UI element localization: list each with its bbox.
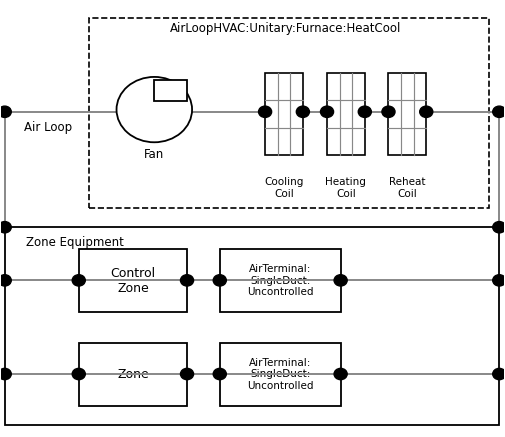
Circle shape bbox=[296, 106, 310, 118]
Text: Fan: Fan bbox=[144, 148, 165, 160]
Text: Zone: Zone bbox=[117, 368, 149, 381]
Circle shape bbox=[213, 368, 226, 380]
Circle shape bbox=[493, 222, 505, 233]
Circle shape bbox=[259, 106, 272, 118]
FancyBboxPatch shape bbox=[79, 343, 187, 406]
Circle shape bbox=[0, 222, 11, 233]
Circle shape bbox=[213, 275, 226, 286]
Circle shape bbox=[180, 275, 193, 286]
Circle shape bbox=[0, 368, 11, 380]
Circle shape bbox=[493, 368, 505, 380]
Circle shape bbox=[321, 106, 334, 118]
Text: AirTerminal:
SingleDuct:
Uncontrolled: AirTerminal: SingleDuct: Uncontrolled bbox=[247, 264, 314, 297]
Text: Zone Equipment: Zone Equipment bbox=[26, 236, 124, 249]
Circle shape bbox=[334, 275, 347, 286]
FancyBboxPatch shape bbox=[89, 18, 489, 208]
FancyBboxPatch shape bbox=[265, 73, 303, 155]
Text: AirLoopHVAC:Unitary:Furnace:HeatCool: AirLoopHVAC:Unitary:Furnace:HeatCool bbox=[170, 21, 401, 35]
Circle shape bbox=[334, 368, 347, 380]
Circle shape bbox=[493, 106, 505, 118]
Text: Control
Zone: Control Zone bbox=[110, 267, 156, 295]
Circle shape bbox=[382, 106, 395, 118]
Circle shape bbox=[0, 275, 11, 286]
Circle shape bbox=[493, 275, 505, 286]
Text: Air Loop: Air Loop bbox=[24, 121, 73, 134]
Circle shape bbox=[0, 106, 11, 118]
FancyBboxPatch shape bbox=[79, 249, 187, 312]
Circle shape bbox=[358, 106, 371, 118]
Text: Reheat
Coil: Reheat Coil bbox=[389, 177, 426, 199]
Text: AirTerminal:
SingleDuct:
Uncontrolled: AirTerminal: SingleDuct: Uncontrolled bbox=[247, 357, 314, 391]
Text: Cooling
Coil: Cooling Coil bbox=[264, 177, 304, 199]
FancyBboxPatch shape bbox=[220, 249, 341, 312]
Circle shape bbox=[72, 275, 85, 286]
FancyBboxPatch shape bbox=[327, 73, 365, 155]
FancyBboxPatch shape bbox=[5, 227, 499, 425]
Circle shape bbox=[72, 368, 85, 380]
FancyBboxPatch shape bbox=[155, 80, 187, 101]
Circle shape bbox=[420, 106, 433, 118]
Circle shape bbox=[117, 77, 192, 142]
Text: Heating
Coil: Heating Coil bbox=[326, 177, 366, 199]
Circle shape bbox=[180, 368, 193, 380]
FancyBboxPatch shape bbox=[220, 343, 341, 406]
FancyBboxPatch shape bbox=[388, 73, 426, 155]
